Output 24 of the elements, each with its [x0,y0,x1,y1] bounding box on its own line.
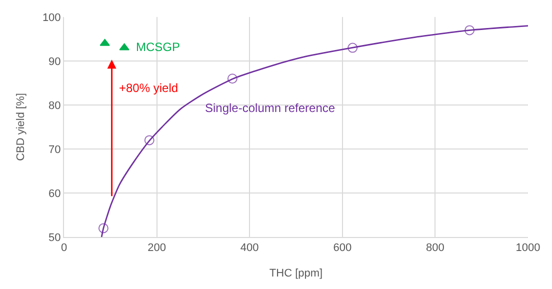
x-tick-label: 400 [240,242,259,254]
annotation: +80% yield [119,81,178,95]
x-tick-label: 1000 [516,242,540,254]
point [100,38,110,46]
y-axis-title: CBD yield [%] [15,93,28,161]
x-axis-title: THC [ppm] [269,267,323,280]
text: Single-column reference [205,101,336,115]
y-tick-label: 60 [48,188,61,200]
x-tick-label: 800 [426,242,444,254]
series-label: MCSGP [136,40,180,54]
y-tick-label: 70 [48,144,61,156]
point [348,42,358,53]
point [144,135,154,146]
y-tick-label: 80 [48,100,61,112]
x-tick-label: 600 [333,242,352,254]
x-tick-label: 0 [60,242,68,254]
y-tick-label: 100 [42,12,61,24]
y-tick-label: 50 [48,232,61,244]
point [227,74,238,84]
x-tick-label: 200 [148,242,166,254]
point [464,25,475,36]
point [119,43,130,50]
y-tick-label: 90 [48,56,61,68]
point [98,223,108,234]
